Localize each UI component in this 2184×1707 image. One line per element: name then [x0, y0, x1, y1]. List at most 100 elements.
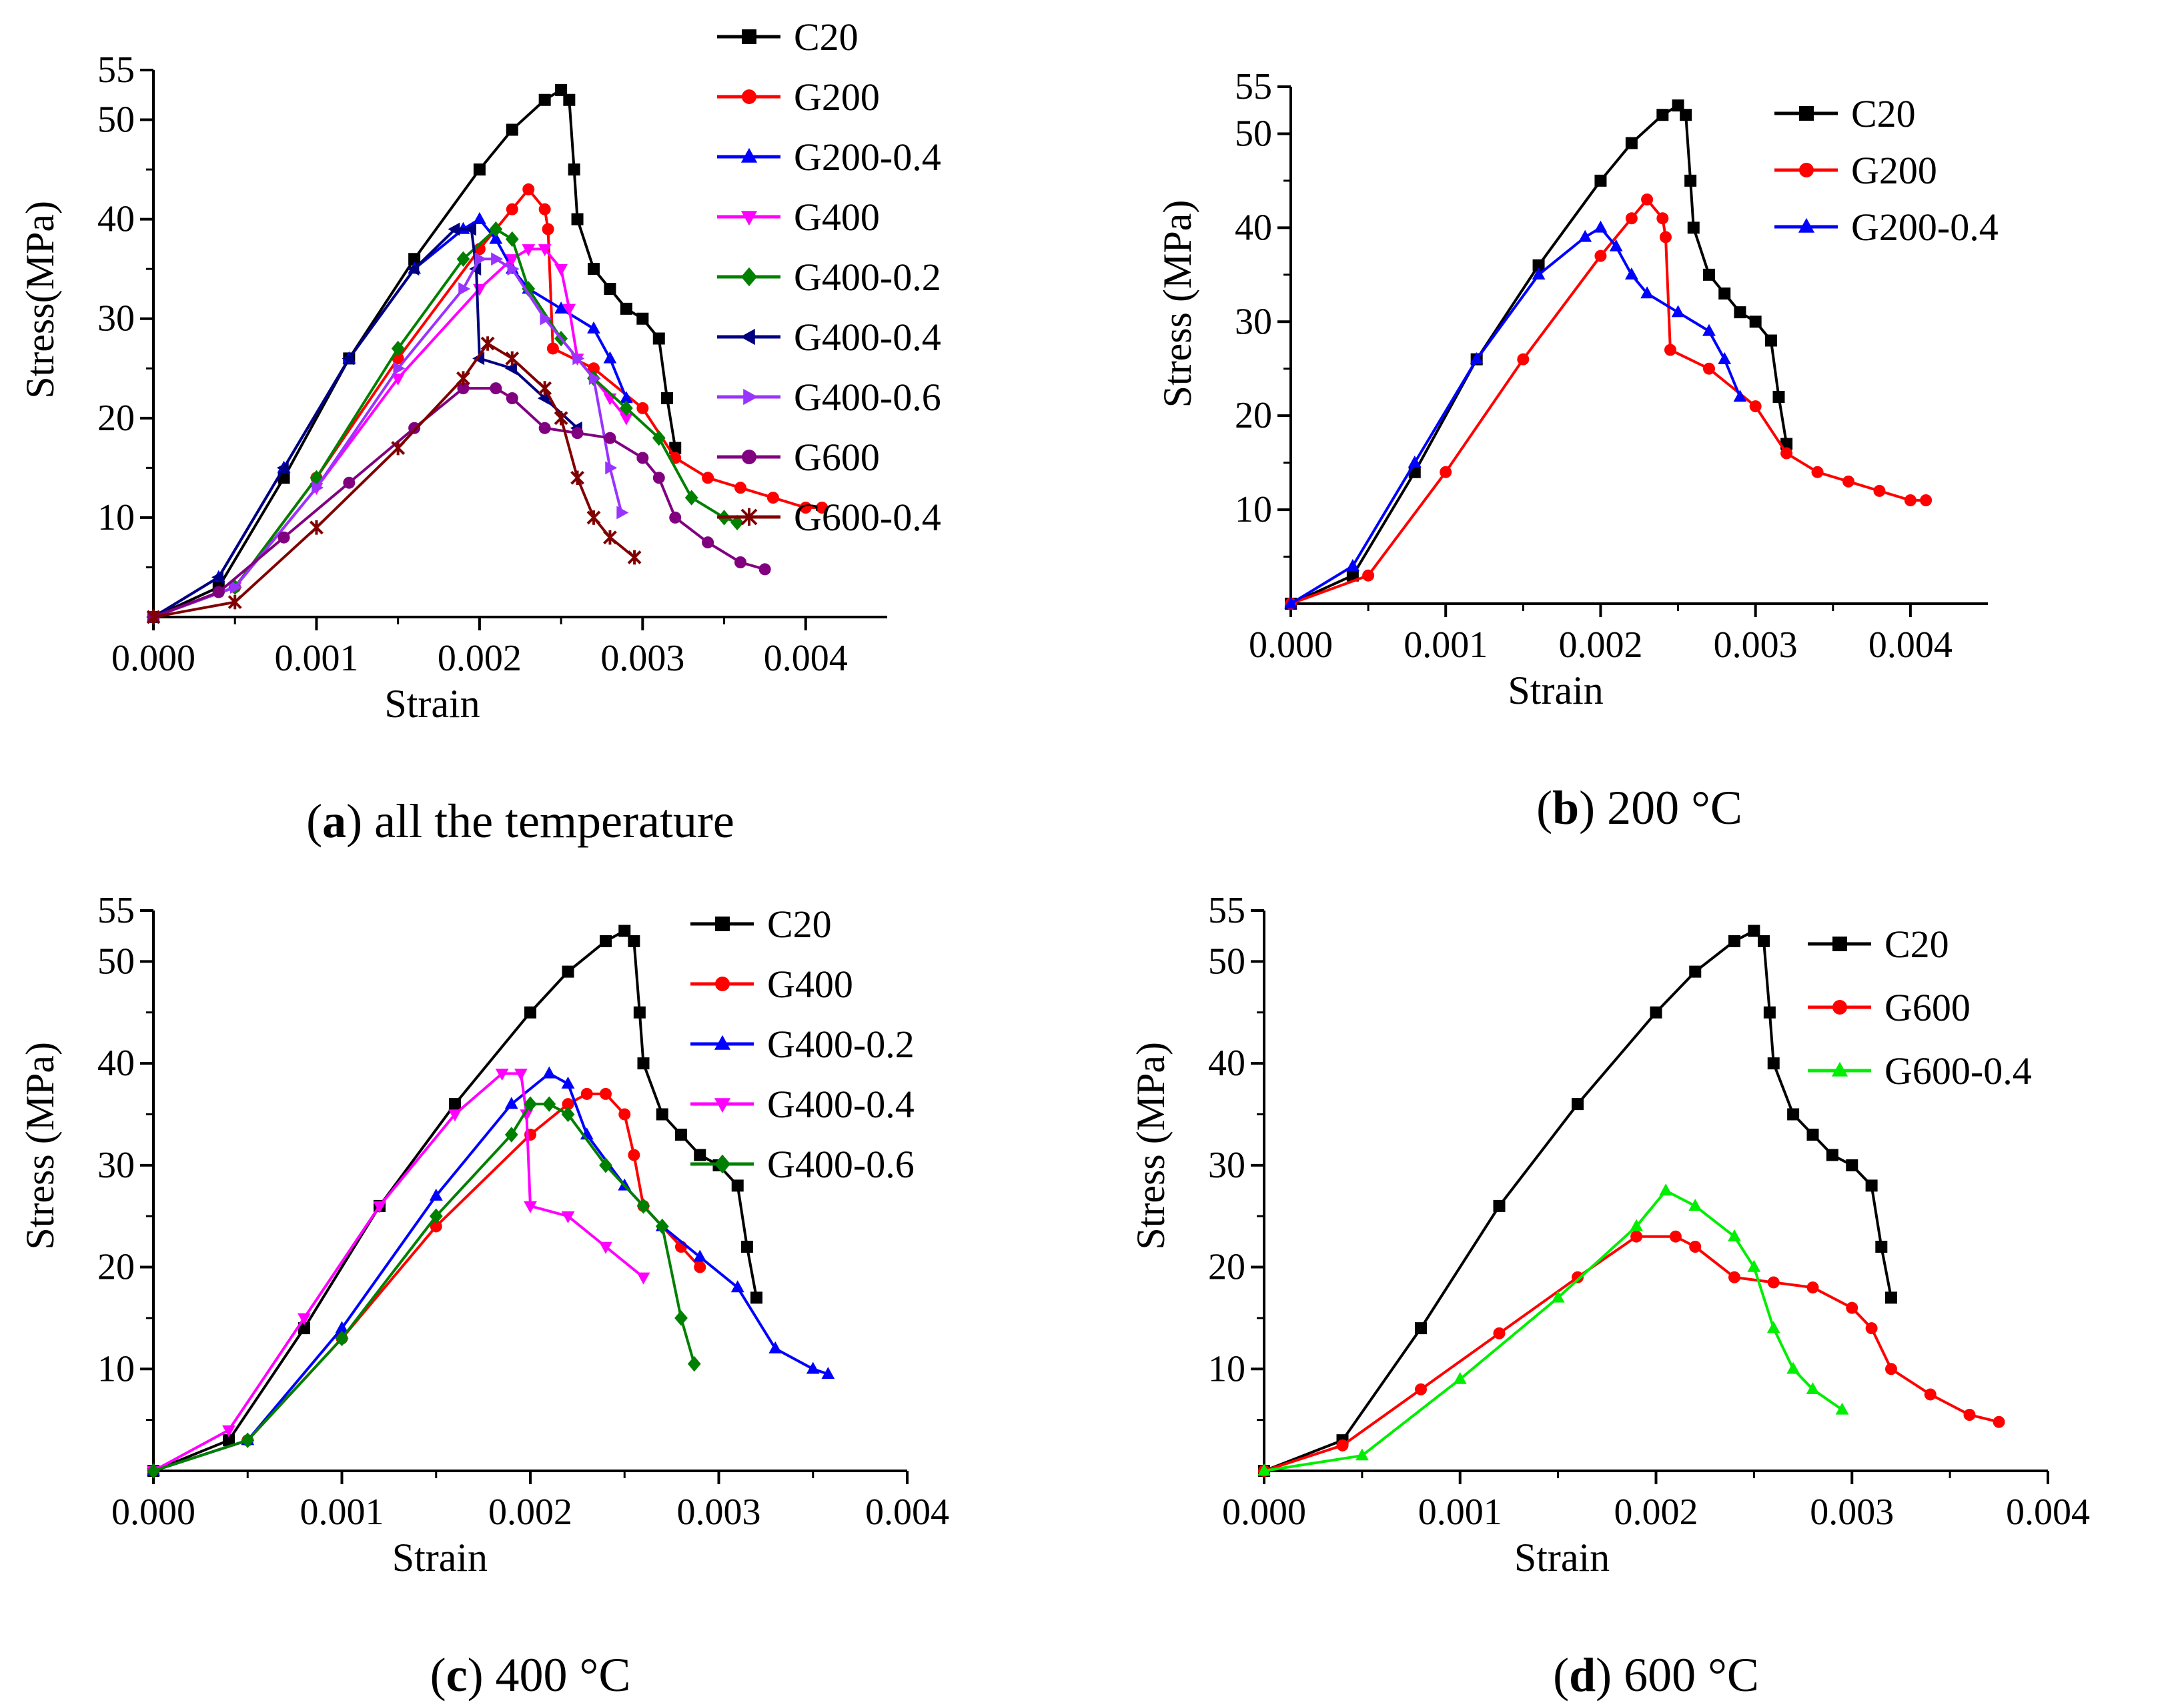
y-tick-label: 40	[97, 199, 135, 240]
legend-marker	[1799, 163, 1814, 177]
data-point	[1672, 99, 1684, 112]
data-point	[489, 221, 503, 237]
data-point	[505, 351, 520, 366]
series-line	[153, 929, 758, 1472]
x-axis-title: Strain	[1508, 668, 1603, 712]
y-tick-label: 30	[97, 1145, 135, 1186]
legend-label: G400-0.2	[794, 255, 941, 299]
data-point	[1689, 1241, 1702, 1253]
data-point	[1758, 935, 1770, 947]
data-point	[407, 262, 420, 276]
data-point	[1835, 1402, 1849, 1415]
legend-label: G200	[1851, 149, 1937, 192]
data-point	[562, 965, 574, 978]
data-point	[448, 222, 460, 236]
data-point	[506, 123, 518, 136]
data-point	[335, 1321, 349, 1333]
data-point	[702, 472, 714, 484]
data-point	[1875, 1241, 1888, 1253]
data-point	[619, 391, 633, 404]
data-point	[538, 381, 552, 396]
data-point	[661, 392, 673, 404]
legend-marker	[1832, 1000, 1847, 1015]
data-point	[1993, 1415, 2005, 1428]
series-G600-0.4	[146, 336, 642, 624]
chart-panel-b: 0.000 0.001 0.002 0.003 0.004 10 20 30 40 50 55 Str…	[1155, 66, 1999, 834]
data-point	[1551, 1290, 1565, 1303]
data-point	[750, 1291, 762, 1304]
data-point	[730, 1280, 744, 1293]
data-point	[1470, 352, 1484, 364]
legend-label: G600-0.4	[794, 496, 941, 539]
y-tick-label: 55	[1235, 66, 1272, 107]
data-point	[522, 281, 536, 297]
series-line	[153, 1071, 829, 1472]
x-tick-label: 0.001	[300, 1492, 384, 1533]
data-point	[603, 351, 617, 364]
y-tick-label: 20	[1235, 395, 1272, 436]
data-point	[618, 925, 631, 937]
data-point	[1656, 109, 1669, 121]
legend-marker	[742, 450, 756, 464]
data-point	[675, 1129, 687, 1141]
data-point	[1904, 494, 1917, 506]
data-point	[456, 371, 470, 386]
legend: C20 G400 G400-0.2 G400-0.4 G400-0.6	[690, 903, 915, 1186]
y-axis-title: Stress (MPa)	[1155, 200, 1199, 408]
data-point	[588, 362, 600, 375]
data-point	[473, 163, 486, 176]
data-point	[1664, 344, 1676, 356]
data-point	[561, 1211, 575, 1223]
data-point	[652, 430, 666, 446]
data-point	[312, 481, 324, 495]
series-G200	[1285, 193, 1933, 610]
x-tick-label: 0.000	[111, 1492, 195, 1533]
series-line	[1290, 103, 1788, 605]
data-point	[816, 502, 829, 514]
data-point	[1703, 268, 1715, 281]
data-point	[408, 422, 421, 434]
caption: (a) all the temperature	[306, 794, 734, 848]
x-tick-label: 0.000	[111, 638, 195, 679]
data-point	[542, 1096, 556, 1112]
y-tick-label: 50	[97, 99, 135, 141]
data-point	[524, 1096, 537, 1112]
data-point	[768, 1341, 782, 1353]
data-point	[514, 1069, 528, 1081]
data-point	[554, 411, 568, 426]
y-tick-label: 30	[1208, 1145, 1245, 1186]
data-point	[604, 432, 616, 444]
chart-panel-c: 0.000 0.001 0.002 0.003 0.004 10 20 30 40 50 55 Str…	[18, 890, 949, 1702]
data-point	[562, 1098, 574, 1111]
legend-label: G400-0.6	[794, 376, 941, 419]
data-point	[1688, 1199, 1702, 1211]
data-point	[570, 470, 584, 486]
data-point	[1702, 324, 1716, 336]
y-axis-title: Stress (MPa)	[18, 1042, 62, 1250]
data-point	[636, 452, 649, 464]
data-point	[1846, 1159, 1858, 1171]
legend-marker	[1798, 217, 1815, 233]
data-point	[554, 302, 568, 314]
y-tick-label: 40	[1235, 207, 1272, 248]
y-axis-title: Stress (MPa)	[1129, 1042, 1173, 1250]
series-G600-0.4	[1257, 1183, 1849, 1476]
legend-label: C20	[794, 15, 859, 59]
series-C20	[1258, 925, 1897, 1477]
x-tick-label: 0.003	[1714, 624, 1798, 666]
series-line	[153, 1072, 644, 1472]
data-point	[520, 1109, 534, 1122]
data-point	[506, 392, 518, 404]
data-point	[636, 312, 649, 325]
data-point	[1415, 1322, 1427, 1335]
data-point	[1747, 1259, 1761, 1272]
x-tick-label: 0.003	[1810, 1492, 1894, 1533]
data-point	[1594, 249, 1607, 262]
data-point	[799, 502, 812, 514]
data-point	[636, 1272, 650, 1285]
data-point	[230, 580, 243, 594]
y-tick-label: 10	[1235, 489, 1272, 530]
x-axis-title: Strain	[384, 682, 480, 726]
x-tick-label: 0.002	[438, 638, 522, 679]
series-G400-0.6	[147, 1096, 701, 1479]
